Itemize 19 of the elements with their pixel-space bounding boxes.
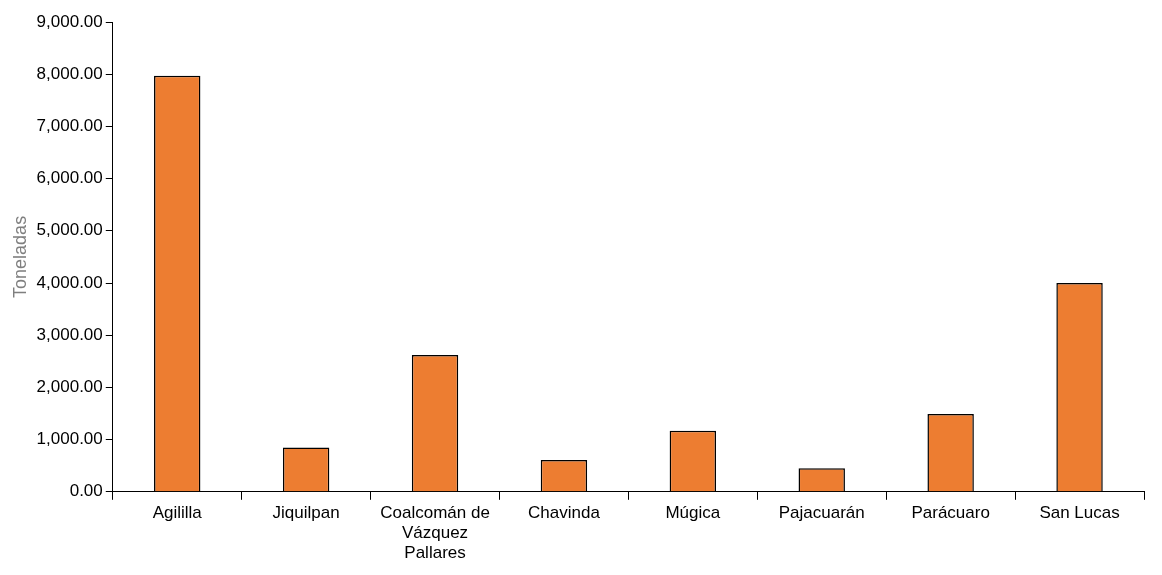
y-tick-label: 5,000.00 <box>36 220 103 240</box>
y-tick-label: 4,000.00 <box>36 272 103 292</box>
y-tick-label: 7,000.00 <box>36 116 103 136</box>
y-tick-label: 6,000.00 <box>36 168 103 188</box>
x-tick-label: San Lucas <box>1039 502 1120 522</box>
x-tick-label: Múgica <box>665 502 721 522</box>
x-tick-label: Pajacuarán <box>778 502 865 522</box>
y-tick-label: 0.00 <box>69 481 103 501</box>
x-tick-label: Jiquilpan <box>272 502 340 522</box>
x-tick-label: Parácuaro <box>911 502 990 522</box>
x-tick-label: Chavinda <box>528 502 601 522</box>
y-tick-label: 9,000.00 <box>36 11 103 31</box>
x-tick-label: Coalcomán de Vázquez Pallares <box>380 502 490 563</box>
y-axis-title: Toneladas <box>9 215 30 298</box>
x-tick-label: Agililla <box>152 502 203 522</box>
y-tick-label: 1,000.00 <box>36 429 103 449</box>
y-tick-label: 2,000.00 <box>36 377 103 397</box>
y-tick-label: 8,000.00 <box>36 63 103 83</box>
y-tick-label: 3,000.00 <box>36 324 103 344</box>
